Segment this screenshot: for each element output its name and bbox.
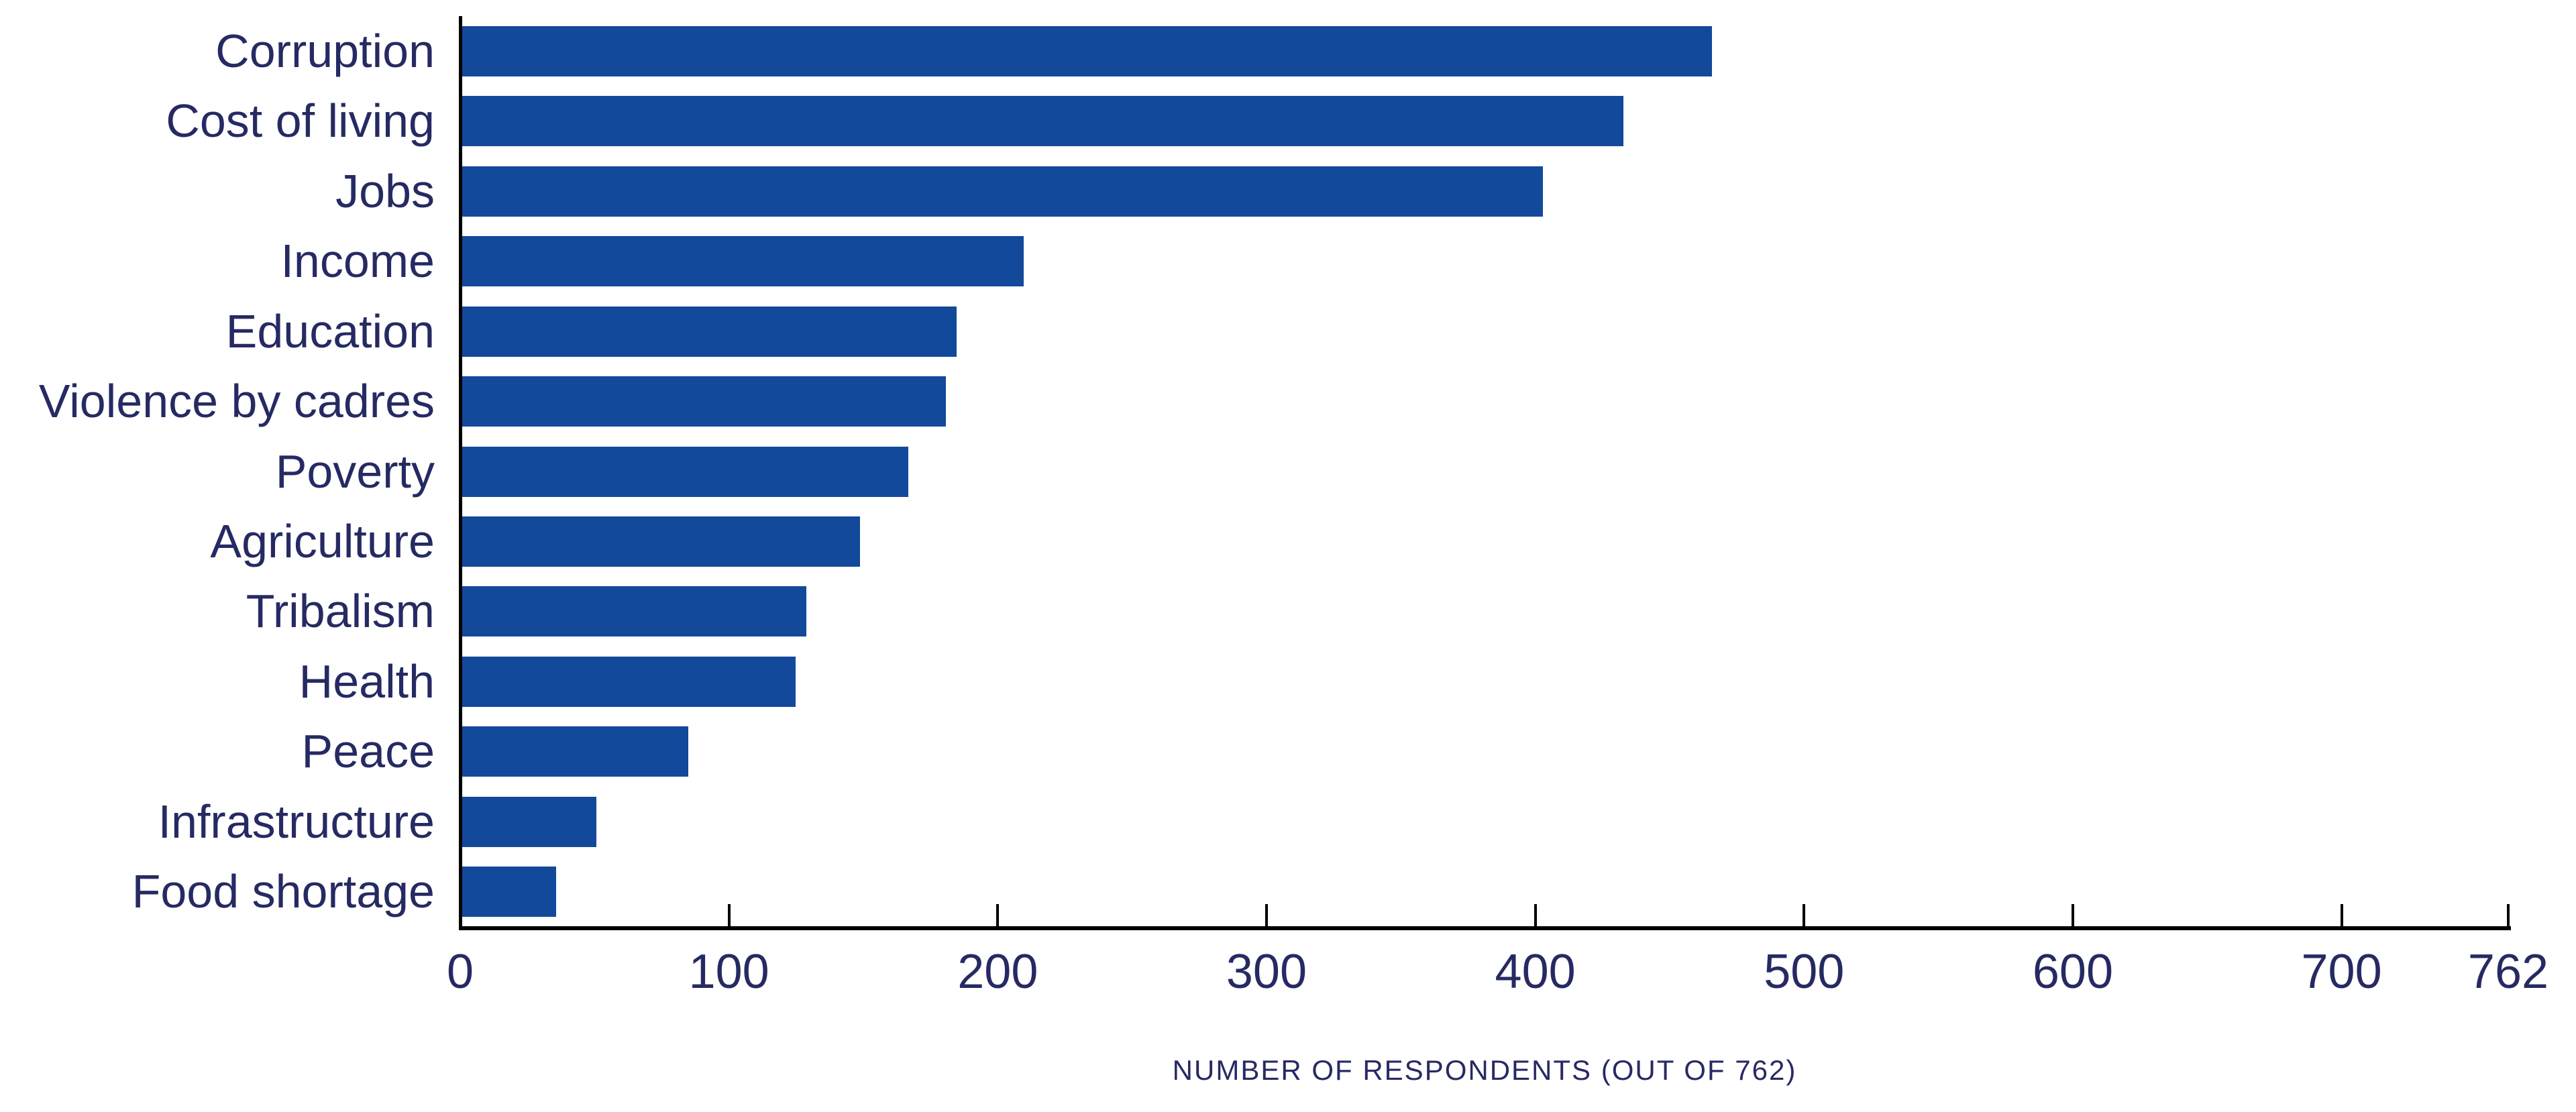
category-label: Corruption	[215, 25, 435, 77]
tick-label: 762	[2467, 945, 2549, 999]
axis-tick	[727, 904, 731, 926]
bar	[462, 726, 688, 777]
bar	[462, 166, 1543, 217]
tick-label: 200	[957, 945, 1038, 999]
bar	[462, 96, 1623, 147]
axis-tick	[1265, 904, 1268, 926]
category-label: Education	[225, 304, 435, 357]
tick-label: 0	[446, 945, 474, 999]
category-label: Income	[280, 235, 435, 288]
tick-label: 300	[1226, 945, 1307, 999]
bar	[462, 867, 556, 918]
tick-label: 100	[688, 945, 769, 999]
category-label: Violence by cadres	[38, 375, 435, 428]
axis-tick	[2507, 904, 2510, 926]
category-label: Agriculture	[210, 514, 435, 567]
x-axis-line	[459, 926, 2511, 930]
category-label: Jobs	[335, 164, 435, 217]
bar	[462, 516, 860, 567]
bar	[462, 26, 1712, 76]
category-label: Infrastructure	[158, 795, 435, 848]
axis-tick	[2071, 904, 2074, 926]
category-label: Tribalism	[246, 585, 435, 638]
axis-tick	[2340, 904, 2343, 926]
bar	[462, 586, 806, 637]
category-label: Health	[299, 655, 435, 708]
category-label: Poverty	[275, 445, 435, 498]
tick-label: 400	[1495, 945, 1576, 999]
axis-tick	[1803, 904, 1806, 926]
bar	[462, 306, 957, 357]
category-label: Peace	[301, 725, 435, 778]
bar	[462, 446, 908, 497]
category-label: Cost of living	[166, 95, 435, 148]
axis-tick	[1534, 904, 1537, 926]
x-axis-title: NUMBER OF RESPONDENTS (OUT OF 762)	[1172, 1054, 1797, 1086]
bar	[462, 376, 946, 427]
tick-label: 600	[2032, 945, 2113, 999]
y-axis-line	[459, 16, 462, 930]
category-label: Food shortage	[131, 865, 435, 918]
bar	[462, 236, 1024, 287]
tick-label: 500	[1764, 945, 1845, 999]
axis-tick	[996, 904, 1000, 926]
bar	[462, 656, 796, 707]
tick-label: 700	[2301, 945, 2382, 999]
bar	[462, 796, 596, 847]
